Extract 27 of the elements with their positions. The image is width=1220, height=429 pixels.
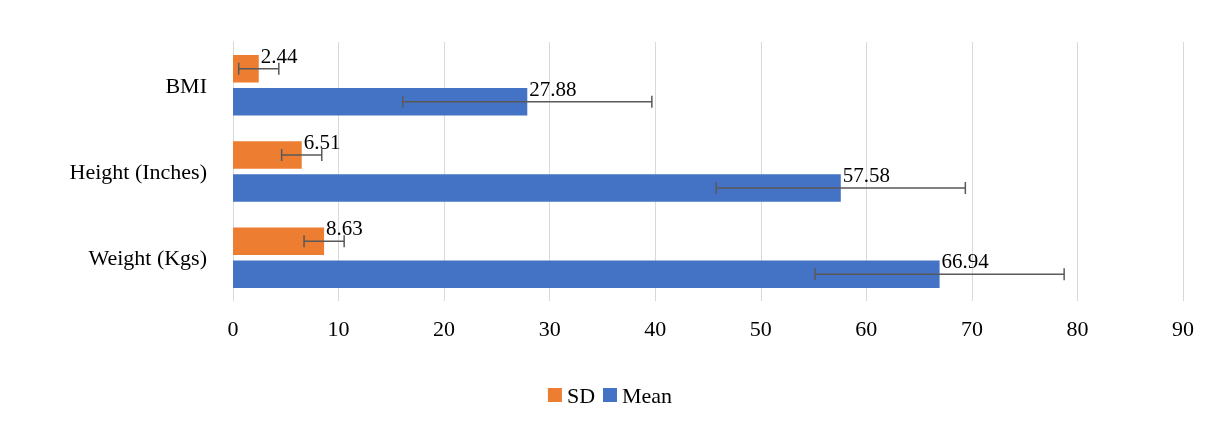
- bar: [233, 260, 940, 289]
- data-label: 57.58: [842, 162, 891, 187]
- x-tick-label: 30: [538, 315, 561, 341]
- bar: [233, 54, 259, 83]
- x-tick-label: 10: [327, 315, 350, 341]
- bar: [233, 141, 302, 169]
- bar: [233, 87, 528, 116]
- data-label: 8.63: [326, 216, 363, 241]
- y-tick-label: Weight (Kgs): [88, 245, 207, 271]
- x-tick-label: 0: [227, 315, 239, 341]
- x-tick-label: 40: [644, 315, 667, 341]
- data-label: 66.94: [941, 249, 990, 274]
- legend-label: Mean: [622, 382, 673, 408]
- data-label: 6.51: [303, 130, 341, 155]
- x-tick-label: 90: [1172, 315, 1194, 341]
- x-tick-label: 80: [1066, 315, 1089, 341]
- y-tick-label: Height (Inches): [69, 159, 207, 184]
- x-tick-label: 70: [960, 315, 983, 341]
- bar: [233, 227, 325, 256]
- x-tick-label: 50: [749, 315, 772, 341]
- x-tick-label: 20: [433, 315, 456, 341]
- data-label: 27.88: [529, 76, 577, 101]
- x-tick-label: 60: [855, 315, 878, 341]
- legend-label: SD: [566, 382, 596, 408]
- data-label: 2.44: [260, 43, 299, 68]
- y-tick-label: BMI: [165, 72, 207, 98]
- bar: [233, 174, 841, 202]
